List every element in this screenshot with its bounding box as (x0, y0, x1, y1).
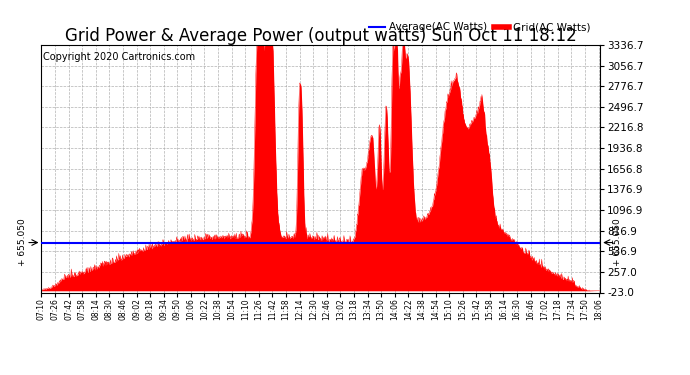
Legend: Average(AC Watts), Grid(AC Watts): Average(AC Watts), Grid(AC Watts) (365, 18, 595, 36)
Title: Grid Power & Average Power (output watts) Sun Oct 11 18:12: Grid Power & Average Power (output watts… (65, 27, 577, 45)
Text: + 655.050: + 655.050 (613, 219, 622, 266)
Text: + 655.050: + 655.050 (17, 219, 27, 266)
Text: Copyright 2020 Cartronics.com: Copyright 2020 Cartronics.com (43, 53, 195, 62)
